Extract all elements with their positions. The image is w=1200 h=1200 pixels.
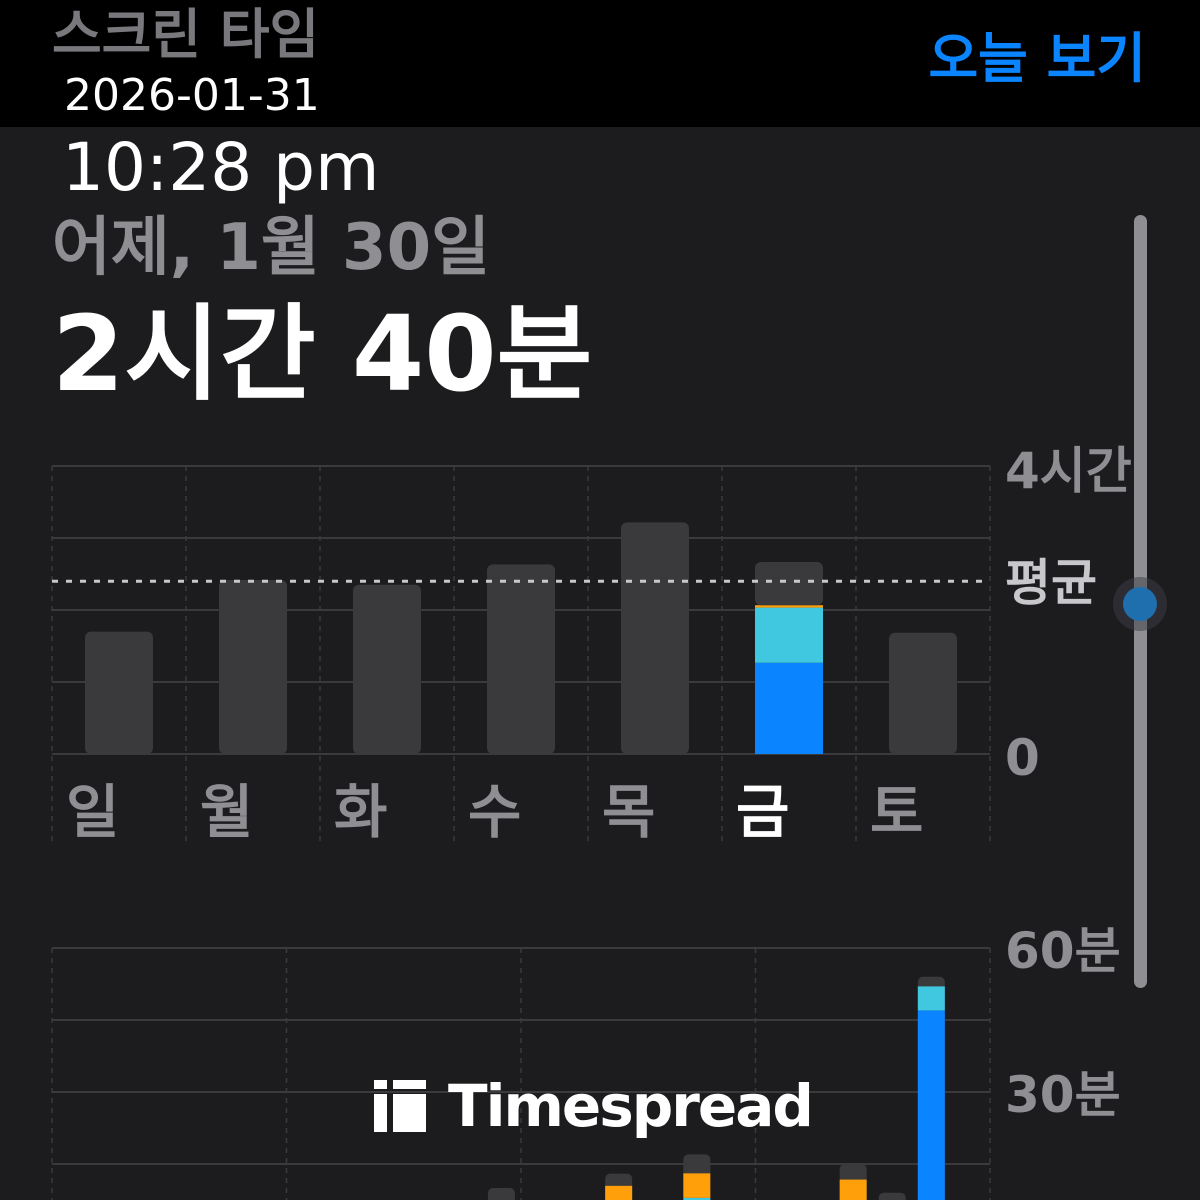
day-label: 월 [200, 778, 253, 846]
navigation-bar [0, 0, 1200, 127]
hour-bar-segment-orange [605, 1185, 633, 1200]
day-label: 토 [870, 778, 923, 846]
hour-bar-segment-blue [917, 1010, 945, 1200]
bar-segment-blue [755, 662, 823, 754]
bar-월 [219, 580, 287, 754]
y-tick-label: 0 [1005, 729, 1040, 787]
bar-목 [621, 522, 689, 754]
bar-수 [487, 564, 555, 754]
day-label: 금 [736, 778, 789, 846]
hour-bar [487, 1188, 515, 1200]
y-tick-label: 60분 [1005, 922, 1121, 980]
nav-title: 스크린 타임 [52, 3, 320, 66]
hour-bar-segment-cyan [917, 986, 945, 1011]
y-tick-label: 30분 [1005, 1066, 1121, 1124]
average-label: 평균 [1005, 554, 1097, 612]
bar-일 [85, 631, 153, 754]
watermark: Timespread [374, 1072, 814, 1140]
overlay-date: 2026-01-31 [64, 70, 320, 121]
date-label: 어제, 1월 30일 [52, 211, 490, 285]
day-label: 목 [602, 778, 655, 846]
hour-bar-segment-orange [839, 1179, 867, 1200]
bar-segment-cyan [755, 607, 823, 663]
bar-segment-orange [755, 605, 823, 608]
hour-bar [878, 1192, 906, 1200]
bar-화 [353, 584, 421, 754]
bar-토 [889, 632, 957, 754]
total-screen-time: 2시간 40분 [52, 293, 593, 415]
day-label: 화 [334, 778, 387, 846]
hour-bar-segment-orange [683, 1173, 711, 1198]
timespread-logo-icon [374, 1080, 426, 1132]
day-label: 수 [468, 778, 521, 846]
bar-segment-gray [755, 562, 823, 606]
today-button[interactable]: 오늘 보기 [928, 27, 1146, 90]
y-tick-label: 4시간 [1005, 442, 1132, 500]
overlay-time: 10:28 pm [62, 129, 380, 206]
scroll-indicator-dot[interactable] [1123, 587, 1157, 621]
day-label: 일 [66, 778, 119, 846]
hour-bar-segment-cyan [683, 1197, 711, 1200]
watermark-text: Timespread [448, 1072, 814, 1140]
